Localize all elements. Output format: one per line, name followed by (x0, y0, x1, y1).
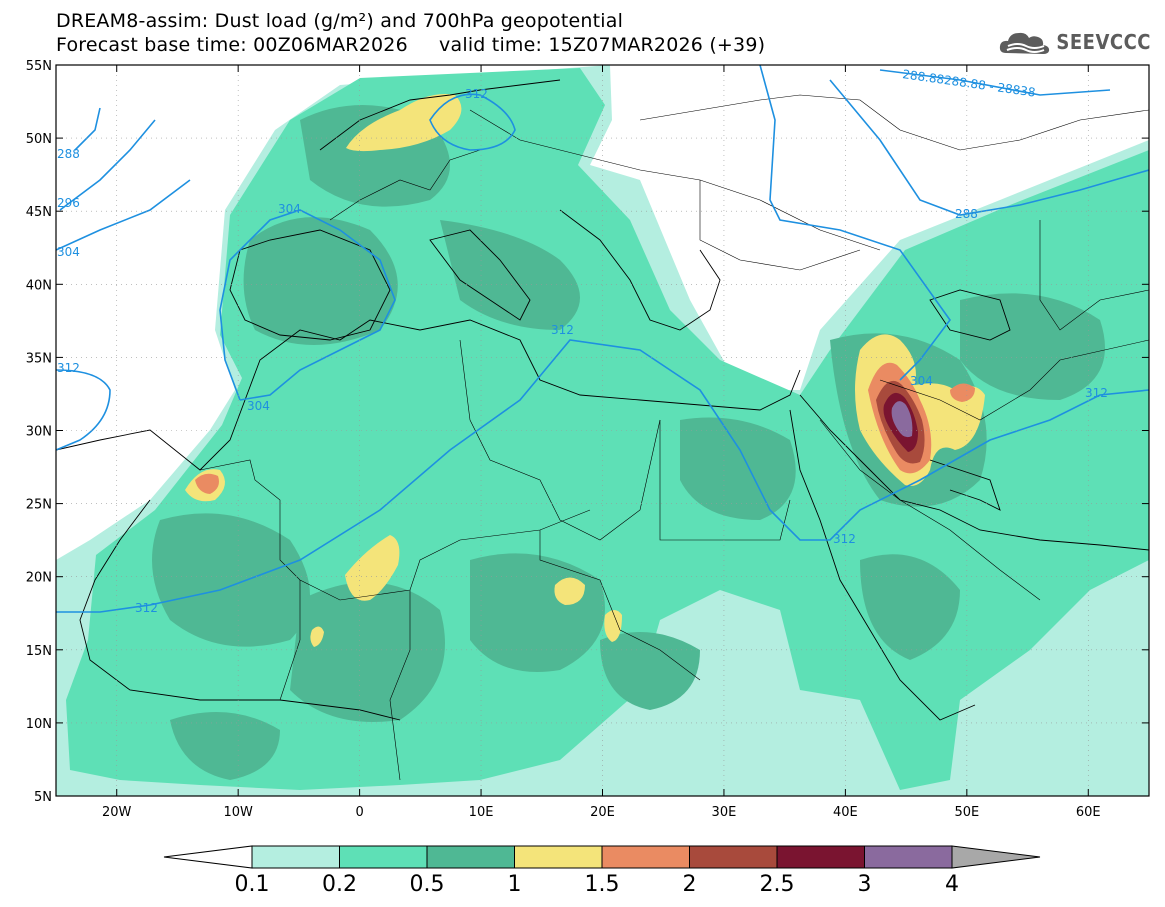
contour-label-312: 312 (833, 532, 856, 546)
colorbar-label: 4 (945, 872, 959, 897)
lat-tick-label: 25N (26, 498, 52, 513)
colorbar-label: 0.2 (322, 872, 357, 897)
lon-tick-label: 20E (590, 805, 615, 820)
map-area[interactable]: 312 304 312 304 312 312 304 312 312 288 … (56, 65, 1149, 796)
colorbar-swatch (251, 845, 340, 869)
contour-label-312: 312 (57, 361, 80, 375)
colorbar-swatch (689, 845, 778, 869)
colorbar-label: 1.5 (585, 872, 620, 897)
lon-tick-label: 20W (102, 805, 132, 820)
contour-label-312: 312 (135, 601, 158, 615)
lat-tick-label: 10N (26, 717, 52, 732)
lat-tick-label: 35N (26, 351, 52, 366)
colorbar-right-arrow (951, 845, 1041, 869)
colorbar-label: 2.5 (760, 872, 795, 897)
colorbar-label: 0.5 (410, 872, 445, 897)
lon-tick-label: 30E (712, 805, 737, 820)
logo-text: SEEVCCC (1056, 30, 1151, 54)
lat-tick-label: 45N (26, 205, 52, 220)
contour-label-304: 304 (910, 374, 933, 388)
geopotential-contours (56, 65, 1149, 613)
dust-band-0.5 (152, 105, 1105, 780)
colorbar-swatch (776, 845, 865, 869)
colorbar-label: 1 (508, 872, 522, 897)
contour-label-296: 296 (57, 196, 80, 210)
colorbar-label: 3 (858, 872, 872, 897)
lon-tick-label: 0 (355, 805, 363, 820)
lon-tick-label: 50E (954, 805, 979, 820)
colorbar-swatch (601, 845, 690, 869)
colorbar-label: 2 (683, 872, 697, 897)
colorbar-swatch (864, 845, 953, 869)
lat-tick-label: 55N (26, 59, 52, 74)
chart-title: DREAM8-assim: Dust load (g/m²) and 700hP… (56, 10, 624, 32)
contour-label-312: 312 (1085, 386, 1108, 400)
colorbar-swatch (514, 845, 603, 869)
contour-label-288: 288 (955, 207, 978, 221)
colorbar-label: 0.1 (235, 872, 270, 897)
lat-tick-label: 50N (26, 132, 52, 147)
colorbar-left-arrow (163, 845, 253, 869)
coastlines (56, 79, 1149, 721)
chart-subtitle: Forecast base time: 00Z06MAR2026 valid t… (56, 34, 766, 56)
latitude-axis: 55N 50N 45N 40N 35N 30N 25N 20N 15N 10N 5N (26, 59, 1149, 805)
contour-label-304: 304 (57, 245, 80, 259)
colorbar-swatch (426, 845, 515, 869)
lat-tick-label: 40N (26, 278, 52, 293)
contour-label-312: 312 (551, 323, 574, 337)
dust-band-3 (891, 401, 913, 438)
seevccc-logo: SEEVCCC (998, 27, 1151, 57)
gridlines (56, 65, 1149, 796)
lat-tick-label: 20N (26, 571, 52, 586)
contour-label-312: 312 (465, 87, 488, 101)
lon-tick-label: 10W (223, 805, 253, 820)
lat-tick-label: 15N (26, 644, 52, 659)
lat-tick-label: 5N (34, 790, 52, 805)
country-borders (199, 94, 1149, 781)
lon-tick-label: 60E (1076, 805, 1101, 820)
colorbar (163, 845, 1041, 869)
lat-tick-label: 30N (26, 425, 52, 440)
lon-tick-label: 10E (469, 805, 494, 820)
colorbar-labels: 0.1 0.2 0.5 1 1.5 2 2.5 3 4 (235, 872, 960, 897)
contour-label-304: 304 (247, 399, 270, 413)
contour-label-304: 304 (278, 202, 301, 216)
longitude-axis: 20W 10W 0 10E 20E 30E 40E 50E 60E (102, 65, 1101, 820)
cloud-icon (1000, 32, 1050, 54)
lon-tick-label: 40E (833, 805, 858, 820)
colorbar-swatch (339, 845, 428, 869)
contour-label-288: 288 (57, 147, 80, 161)
